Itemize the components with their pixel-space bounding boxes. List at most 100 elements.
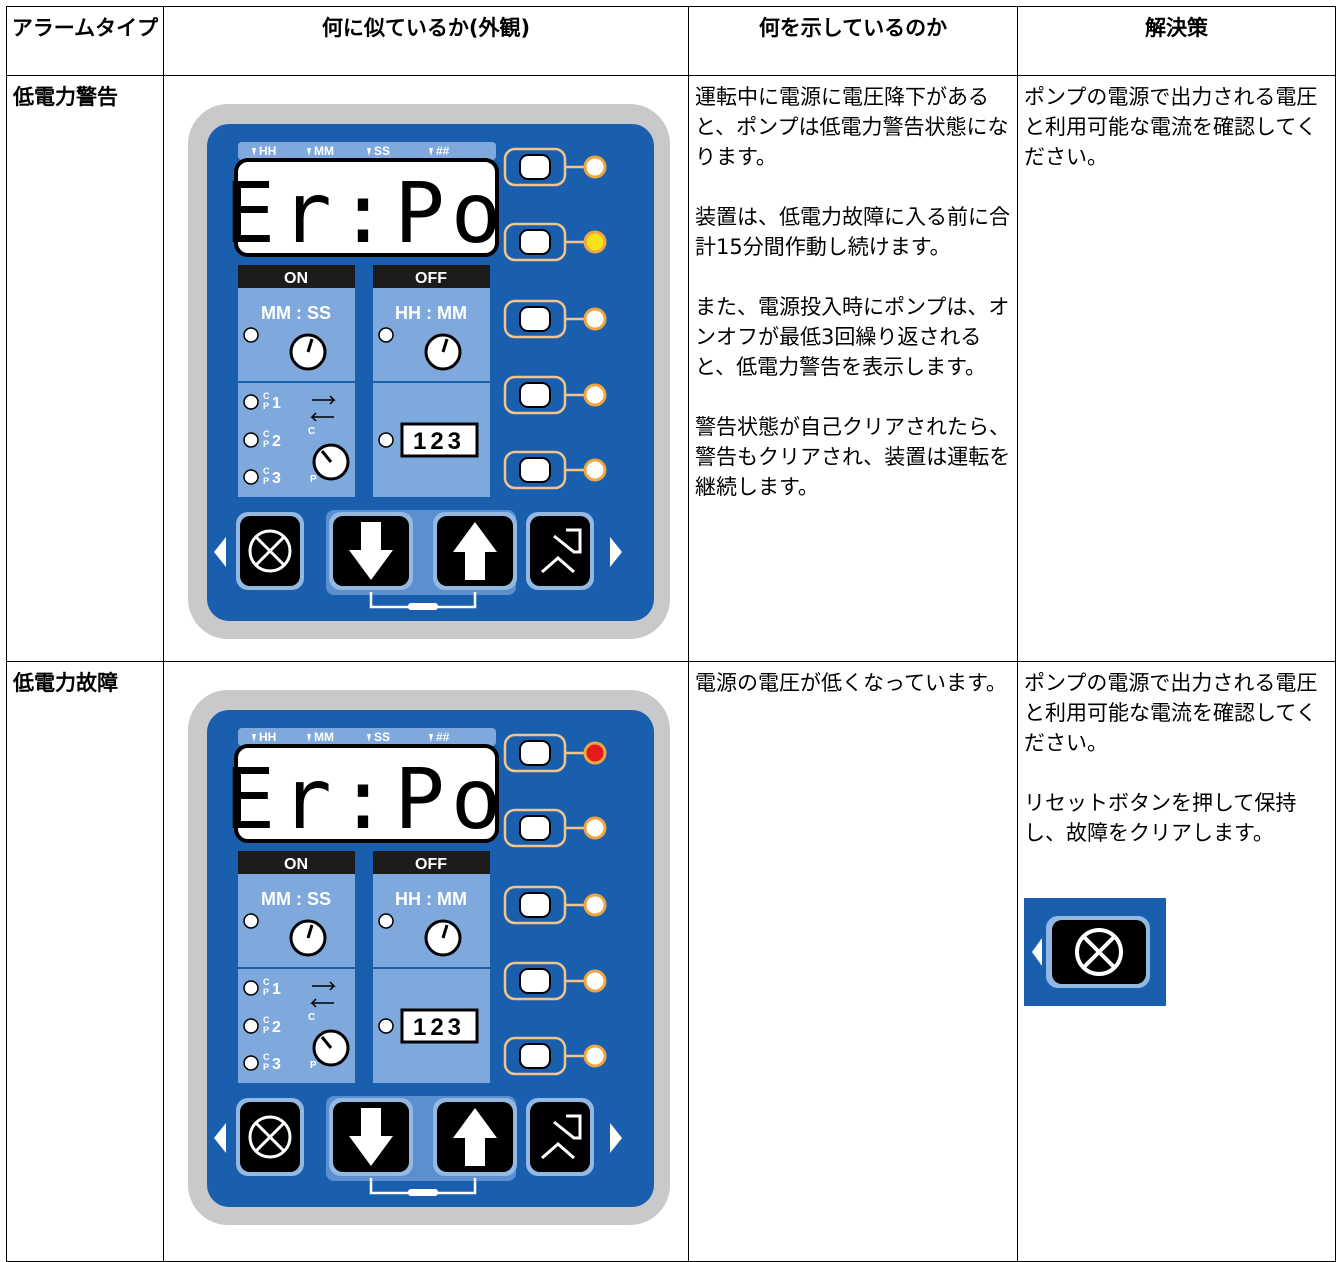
mode-number: 1 bbox=[272, 395, 281, 412]
paragraph: 運転中に電源に電圧降下があると、ポンプは低電力警告状態になります。 bbox=[695, 85, 1009, 169]
mode-header bbox=[238, 265, 355, 288]
mode-number: 1 bbox=[272, 981, 281, 998]
down-arrow bbox=[349, 522, 393, 580]
time-label: SS bbox=[374, 144, 390, 158]
cycle-p: P bbox=[263, 401, 269, 411]
cycle-arrows bbox=[310, 395, 336, 422]
mode-led bbox=[243, 980, 259, 996]
mode-led bbox=[243, 1055, 259, 1071]
icon bbox=[519, 740, 551, 766]
cycle-p: P bbox=[263, 476, 269, 486]
led bbox=[583, 893, 607, 917]
row: 低電力故障 HH MM SS ## Er:Po ON MM : SS OFF HH : MM C P… bbox=[6, 661, 1336, 1262]
row: 低電力警告 HH MM SS ## Er:Po ON MM : SS OFF HH : MM C P… bbox=[6, 75, 1336, 662]
counter: 123 bbox=[413, 1014, 465, 1041]
paragraph: リセットボタンを押して保持し、故障をクリアします。 bbox=[1024, 791, 1297, 845]
prime-icon bbox=[541, 528, 582, 574]
mode-format: HH : MM bbox=[395, 889, 467, 909]
mode-format: HH : MM bbox=[395, 303, 467, 323]
time-label: MM bbox=[314, 730, 334, 744]
mode-led bbox=[243, 394, 259, 410]
mode-title: OFF bbox=[415, 856, 447, 873]
side-arrow bbox=[610, 537, 622, 567]
x-icon bbox=[254, 1121, 286, 1153]
cycle-p: P bbox=[263, 987, 269, 997]
clock-hand bbox=[441, 924, 449, 939]
header-cell: アラームタイプ bbox=[6, 6, 164, 76]
cycle-c: C bbox=[308, 426, 315, 437]
paragraph: 警告状態が自己クリアされたら、警告もクリアされ、装置は運転を継続します。 bbox=[695, 415, 1011, 499]
counter-box bbox=[400, 1008, 479, 1044]
x-icon bbox=[254, 535, 286, 567]
display-text: Er:Po bbox=[225, 164, 508, 262]
cycle-c: C bbox=[263, 1052, 270, 1062]
cycle-c: C bbox=[263, 1015, 270, 1025]
meaning: 電源の電圧が低くなっています。 bbox=[688, 661, 1018, 1262]
mode-led bbox=[243, 469, 259, 485]
icon bbox=[519, 154, 551, 180]
time-label: ## bbox=[436, 730, 450, 744]
time-label: MM bbox=[314, 144, 334, 158]
time-label: ## bbox=[436, 144, 450, 158]
display bbox=[234, 158, 499, 257]
arrow bbox=[252, 148, 256, 156]
display-label-strip bbox=[238, 142, 496, 160]
meaning: 運転中に電源に電圧降下があると、ポンプは低電力警告状態になります。 装置は、低電… bbox=[688, 75, 1018, 662]
mode-format: MM : SS bbox=[261, 889, 331, 909]
header-cell: 解決策 bbox=[1017, 6, 1336, 76]
cycle-p: P bbox=[263, 1025, 269, 1035]
arrow bbox=[307, 148, 311, 156]
mode-led bbox=[243, 327, 259, 343]
led bbox=[583, 230, 607, 254]
down-arrow bbox=[349, 1108, 393, 1166]
gauge-hand bbox=[320, 1036, 333, 1049]
led bbox=[583, 383, 607, 407]
icon bbox=[519, 1043, 551, 1069]
paragraph: また、電源投入時にポンプは、オンオフが最低3回繰り返されると、低電力警告を表示し… bbox=[695, 295, 1010, 379]
mode-header bbox=[238, 851, 355, 874]
mode-block bbox=[373, 873, 490, 1083]
image-cell: HH MM SS ## Er:Po ON MM : SS OFF HH : MM C P 1 C P 2 C P… bbox=[163, 75, 689, 662]
paragraph: 電源の電圧が低くなっています。 bbox=[695, 671, 1007, 695]
mode-led bbox=[378, 327, 394, 343]
paragraph: 装置は、低電力故障に入る前に合計15分間作動し続けます。 bbox=[695, 205, 1010, 259]
mode-header bbox=[373, 265, 490, 288]
led bbox=[583, 741, 607, 765]
arrow bbox=[429, 148, 433, 156]
alarm-table: アラームタイプ 何に似ているか(外観) 何を示しているのか 解決策 低電力警告 … bbox=[6, 6, 1336, 1262]
up-arrow bbox=[453, 1108, 497, 1166]
icon bbox=[519, 815, 551, 841]
display-text: Er:Po bbox=[225, 750, 508, 848]
mode-number: 2 bbox=[272, 433, 281, 450]
alarm-type: 低電力警告 bbox=[6, 75, 164, 662]
mode-title: ON bbox=[284, 856, 308, 873]
cycle-arrows bbox=[310, 981, 336, 1008]
mode-block bbox=[373, 287, 490, 497]
arrow bbox=[367, 148, 371, 156]
icon bbox=[519, 306, 551, 332]
paragraph: ポンプの電源で出力される電圧と利用可能な電流を確認してください。 bbox=[1024, 671, 1318, 755]
side-arrow bbox=[214, 537, 226, 567]
cycle-p: P bbox=[310, 474, 317, 485]
paragraph: ポンプの電源で出力される電圧と利用可能な電流を確認してください。 bbox=[1024, 85, 1318, 169]
cycle-c: C bbox=[263, 466, 270, 476]
mode-led bbox=[243, 1018, 259, 1034]
wrench bbox=[408, 1189, 438, 1196]
led bbox=[583, 1044, 607, 1068]
mode-title: ON bbox=[284, 270, 308, 287]
mode-led bbox=[243, 432, 259, 448]
mode-led bbox=[243, 913, 259, 929]
cycle-c: C bbox=[263, 391, 270, 401]
prime-icon bbox=[541, 1114, 582, 1160]
led bbox=[583, 816, 607, 840]
mode-number: 2 bbox=[272, 1019, 281, 1036]
x-icon bbox=[248, 529, 292, 573]
icon bbox=[519, 382, 551, 408]
led bbox=[583, 155, 607, 179]
arrow bbox=[307, 734, 311, 742]
clock-hand bbox=[306, 338, 314, 353]
led bbox=[583, 307, 607, 331]
